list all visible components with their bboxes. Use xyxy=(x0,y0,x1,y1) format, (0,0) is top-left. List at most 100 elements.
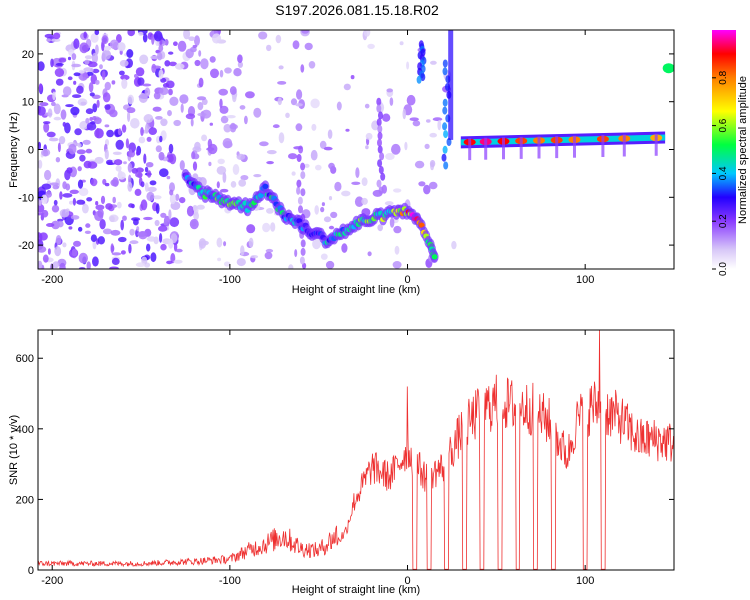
noise-blob xyxy=(179,160,185,171)
peak-streak xyxy=(555,136,559,159)
noise-blob xyxy=(143,153,147,164)
bottom-x-ticks: -200 -100 0 100 xyxy=(41,330,594,587)
streak-blob xyxy=(442,145,448,154)
noise-blob xyxy=(38,83,43,92)
noise-blob xyxy=(193,211,200,221)
noise-blob xyxy=(163,220,168,226)
noise-blob xyxy=(76,85,84,95)
bottom-x-axis-label: Height of straight line (km) xyxy=(292,584,420,596)
noise-blob xyxy=(86,122,97,131)
noise-blob xyxy=(272,124,280,129)
colorbar: 0.0 0.2 0.4 0.6 0.8 Normalized spectral ampl… xyxy=(712,30,749,276)
noise-blob xyxy=(354,196,364,207)
noise-blob xyxy=(173,242,178,252)
noise-blob xyxy=(246,224,256,234)
noise-blob xyxy=(46,38,51,42)
peak-streak xyxy=(622,134,626,157)
noise-blob xyxy=(44,169,52,181)
noise-blob xyxy=(142,33,148,43)
noise-blob xyxy=(145,162,154,168)
noise-blob xyxy=(77,143,82,148)
noise-blob xyxy=(88,82,94,93)
noise-blob xyxy=(62,181,67,190)
noise-blob xyxy=(428,181,438,190)
noise-blob xyxy=(142,83,152,87)
noise-blob xyxy=(138,231,148,240)
noise-blob xyxy=(62,86,72,96)
noise-blob xyxy=(92,239,97,250)
noise-blob xyxy=(140,199,148,211)
noise-blob xyxy=(54,68,65,77)
colorbar-tick-label: 0.2 xyxy=(718,214,729,228)
noise-blob xyxy=(191,220,197,227)
noise-blob xyxy=(364,103,370,109)
noise-blob xyxy=(82,203,89,214)
peak-streak xyxy=(468,138,472,161)
colorbar-tick-label: 0.0 xyxy=(718,262,729,276)
noise-blob xyxy=(153,195,162,200)
noise-blob xyxy=(150,252,157,263)
noise-blob xyxy=(127,162,133,173)
noise-blob xyxy=(38,159,43,169)
streak-blob xyxy=(300,171,306,180)
noise-blob xyxy=(406,94,416,106)
noise-blob xyxy=(291,171,296,176)
noise-blob xyxy=(85,148,93,154)
noise-blob xyxy=(78,69,85,74)
peak-streak xyxy=(484,137,488,160)
noise-blob xyxy=(131,167,138,174)
noise-blob xyxy=(86,71,94,76)
x-tick-label: 0 xyxy=(404,274,410,286)
noise-blob xyxy=(120,74,130,81)
noise-blob xyxy=(110,179,119,187)
noise-blob xyxy=(116,34,122,43)
noise-blob xyxy=(133,218,139,226)
noise-blob xyxy=(406,61,410,70)
noise-blob xyxy=(130,118,140,129)
noise-blob xyxy=(95,201,99,206)
noise-blob xyxy=(38,260,43,269)
noise-blob xyxy=(173,259,183,264)
noise-blob xyxy=(165,80,175,89)
streak-blob xyxy=(376,104,382,113)
noise-blob xyxy=(127,181,133,192)
peak-streak xyxy=(654,133,658,156)
noise-blob xyxy=(66,167,73,174)
noise-blob xyxy=(233,68,242,77)
noise-blob xyxy=(159,233,163,243)
noise-blob xyxy=(140,181,145,188)
y-tick-label: -10 xyxy=(18,192,34,204)
noise-blob xyxy=(55,235,62,245)
noise-blob xyxy=(194,35,200,46)
noise-blob xyxy=(38,246,47,253)
noise-blob xyxy=(345,128,350,132)
noise-blob xyxy=(76,149,86,155)
noise-blob xyxy=(392,261,402,269)
colorbar-label: Normalized spectral amplitude xyxy=(737,76,749,224)
y-tick-label: 20 xyxy=(22,49,34,61)
noise-blob xyxy=(432,117,443,122)
noise-blob xyxy=(143,114,154,123)
noise-blob xyxy=(159,87,169,95)
frequency-ridge xyxy=(181,169,439,263)
noise-blob xyxy=(97,236,106,245)
noise-blob xyxy=(278,65,284,70)
noise-blob xyxy=(308,61,316,69)
noise-blob xyxy=(160,77,167,83)
noise-blob xyxy=(48,137,59,142)
noise-blob xyxy=(50,58,54,68)
noise-blob xyxy=(232,164,240,175)
noise-blob xyxy=(104,81,112,91)
noise-blob xyxy=(51,101,56,107)
streak-blob xyxy=(377,125,383,133)
peak-streak xyxy=(537,136,541,159)
x-tick-label: 100 xyxy=(576,575,594,587)
noise-blob xyxy=(174,63,185,70)
noise-blob xyxy=(173,41,178,46)
colorbar-tick-label: 0.6 xyxy=(718,118,729,132)
noise-blob xyxy=(104,124,110,128)
noise-blob xyxy=(41,183,52,190)
noise-blob xyxy=(389,97,394,106)
noise-blob xyxy=(136,150,140,156)
streak-blob xyxy=(298,145,304,154)
